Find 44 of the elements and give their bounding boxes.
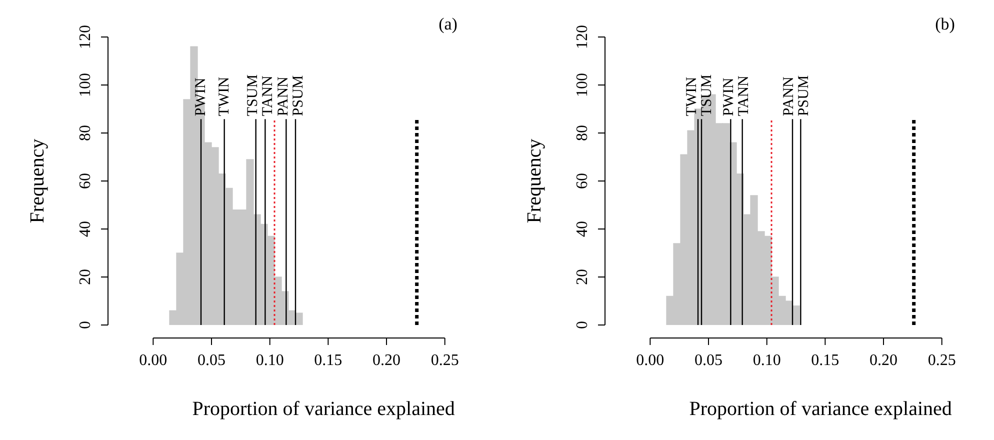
- ref-line-label: TSUM: [244, 74, 261, 116]
- ref-line-label: TSUM: [699, 74, 716, 116]
- y-tick-label: 0: [574, 321, 592, 329]
- y-tick-label: 60: [574, 173, 592, 189]
- ref-line-label: PSUM: [796, 75, 812, 116]
- x-tick-label: 0.20: [870, 352, 898, 370]
- ref-line-label: PANN: [781, 76, 798, 116]
- x-tick-label: 0.10: [256, 352, 284, 370]
- y-axis-title: Frequency: [523, 138, 546, 224]
- x-axis-title: Proportion of variance explained: [192, 398, 455, 420]
- y-tick-label: 40: [77, 221, 94, 237]
- x-tick-label: 0.20: [372, 352, 400, 370]
- ref-line-label: PANN: [275, 76, 292, 116]
- y-tick-label: 20: [574, 269, 592, 285]
- y-tick-label: 20: [77, 269, 94, 285]
- y-tick-label: 40: [574, 221, 592, 237]
- ref-line-label: TANN: [260, 75, 276, 116]
- y-tick-label: 100: [574, 73, 592, 97]
- chart-title: (b): [935, 14, 955, 34]
- ref-line-label: PWIN: [720, 78, 737, 116]
- x-tick-label: 0.05: [198, 352, 226, 370]
- y-tick-label: 100: [77, 73, 94, 97]
- ref-line-label: TWIN: [684, 76, 700, 116]
- ref-line-label: PWIN: [192, 78, 209, 116]
- chart-title: (a): [438, 14, 458, 34]
- ref-line-label: TWIN: [216, 76, 232, 116]
- y-tick-label: 60: [77, 173, 94, 189]
- x-tick-label: 0.10: [752, 352, 781, 370]
- x-tick-label: 0.25: [430, 352, 459, 370]
- y-axis-title: Frequency: [26, 138, 48, 224]
- ref-line-label: PSUM: [290, 75, 306, 116]
- ref-line-label: TANN: [736, 75, 752, 116]
- y-tick-label: 0: [77, 321, 94, 329]
- y-tick-label: 120: [77, 25, 94, 49]
- x-tick-label: 0.15: [314, 352, 342, 370]
- y-tick-label: 120: [574, 25, 592, 49]
- x-axis-title: Proportion of variance explained: [689, 398, 952, 420]
- x-tick-label: 0.05: [694, 352, 722, 370]
- x-tick-label: 0.15: [811, 352, 840, 370]
- x-tick-label: 0.25: [928, 352, 956, 370]
- x-tick-label: 0.00: [139, 352, 168, 370]
- y-tick-label: 80: [574, 125, 592, 141]
- y-tick-label: 80: [77, 125, 94, 141]
- x-tick-label: 0.00: [636, 352, 664, 370]
